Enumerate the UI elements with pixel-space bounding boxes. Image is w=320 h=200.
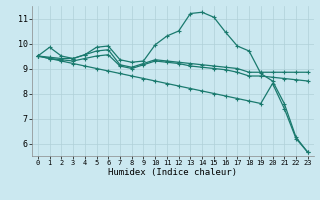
X-axis label: Humidex (Indice chaleur): Humidex (Indice chaleur)	[108, 168, 237, 177]
